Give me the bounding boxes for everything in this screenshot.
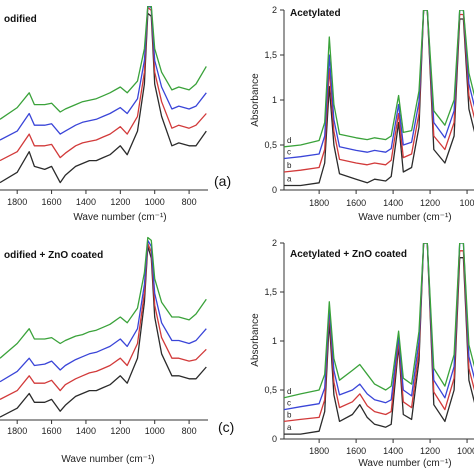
x-tick-label: 1800 (309, 446, 329, 456)
chart-panel-3: 1800 1600 1400 1200 1000 800 Wave number (cm⁻¹… (0, 236, 234, 465)
x-axis-label: Wave number (cm⁻¹) (358, 212, 451, 223)
panel-title: Acetylated + ZnO coated (290, 249, 407, 260)
x-tick-label: 1800 (7, 197, 27, 207)
x-tick-label: 1400 (76, 197, 96, 207)
y-tick-label: 0,5 (264, 140, 277, 150)
curve-label-c: c (287, 148, 291, 157)
series-line-c (284, 10, 474, 160)
series-line-c (0, 6, 207, 141)
x-tick-label: 1400 (383, 198, 403, 208)
panel-label: (c) (218, 419, 234, 435)
series-group (284, 10, 474, 187)
series-line-a (0, 12, 207, 184)
y-tick-label: 1 (272, 95, 277, 105)
y-tick-label: 0 (272, 434, 277, 444)
x-tick-label: 1200 (110, 197, 130, 207)
x-tick-label: 1000 (145, 426, 165, 436)
curve-label-d: d (287, 387, 291, 396)
x-tick-label: 1400 (383, 446, 403, 456)
x-tick-label: 1000 (457, 446, 474, 456)
series-group (0, 236, 207, 418)
series-line-c (0, 239, 207, 383)
series-line-a (284, 243, 474, 435)
series-line-d (284, 10, 474, 148)
x-tick-label: 1600 (42, 197, 62, 207)
curve-label-d: d (287, 136, 291, 145)
curve-label-a: a (287, 423, 292, 432)
x-tick-label: 1600 (346, 446, 366, 456)
x-tick-label: 1600 (346, 198, 366, 208)
series-line-b (0, 6, 207, 162)
x-tick-label: 1000 (145, 197, 165, 207)
series-line-b (284, 10, 474, 173)
y-tick-label: 1,5 (264, 50, 277, 60)
x-tick-label: 1800 (7, 426, 27, 436)
x-tick-label: 800 (182, 197, 197, 207)
panel-title: odified + ZnO coated (4, 250, 103, 261)
series-group (284, 243, 474, 435)
series-line-d (0, 6, 207, 120)
curve-label-a: a (287, 175, 292, 184)
x-axis-label: Wave number (cm⁻¹) (358, 458, 451, 469)
y-axis-label: Absorbance (250, 313, 261, 367)
panel-label: (a) (214, 173, 231, 189)
x-axis-label: Wave number (cm⁻¹) (61, 454, 154, 465)
curve-label-b: b (287, 410, 292, 419)
curve-label-b: b (287, 161, 292, 170)
curve-label-c: c (287, 399, 291, 408)
x-axis-label: Wave number (cm⁻¹) (73, 212, 166, 223)
panel-title: odified (4, 14, 37, 25)
series-line-d (0, 236, 207, 359)
x-tick-label: 1200 (420, 446, 440, 456)
series-group (0, 6, 207, 184)
panel-title: Acetylated (290, 8, 341, 19)
series-line-a (284, 10, 474, 187)
x-tick-label: 800 (182, 426, 197, 436)
x-tick-label: 1400 (76, 426, 96, 436)
x-tick-label: 1800 (309, 198, 329, 208)
x-tick-label: 1200 (110, 426, 130, 436)
series-line-a (0, 245, 207, 418)
y-axis-label: Absorbance (250, 73, 261, 127)
chart-panel-4: 1800 1600 1400 1200 1000 Wave number (cm⁻¹) 0 0… (250, 238, 474, 469)
x-tick-label: 100 (460, 198, 474, 208)
y-tick-label: 0,5 (264, 385, 277, 395)
x-tick-label: 1200 (420, 198, 440, 208)
y-tick-label: 2 (272, 5, 277, 15)
chart-panel-1: 1800 1600 1400 1200 1000 800 Wave number (cm⁻¹… (0, 6, 231, 223)
x-tick-label: 1600 (42, 426, 62, 436)
y-tick-label: 1,5 (264, 287, 277, 297)
y-tick-label: 0 (272, 185, 277, 195)
y-tick-label: 1 (272, 336, 277, 346)
series-line-d (284, 243, 474, 399)
y-tick-label: 2 (272, 238, 277, 248)
series-line-b (0, 242, 207, 400)
chart-panel-2: 1800 1600 1400 1200 100 Wave number (cm⁻¹) 0 0,… (250, 5, 474, 223)
